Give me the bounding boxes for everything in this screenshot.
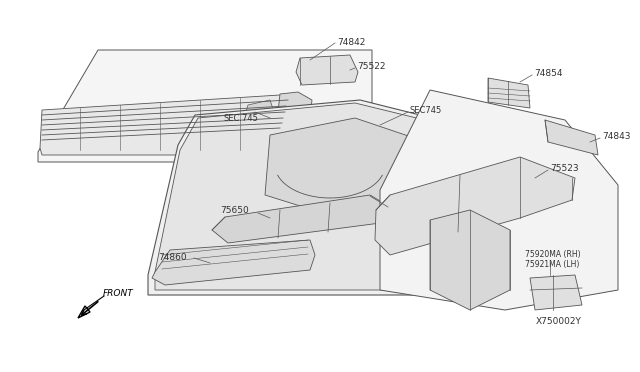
Polygon shape (38, 50, 372, 162)
Polygon shape (488, 78, 530, 108)
Polygon shape (40, 95, 295, 155)
Text: SEC.745: SEC.745 (224, 113, 259, 122)
Text: 74842: 74842 (337, 38, 365, 46)
Text: X750002Y: X750002Y (536, 317, 582, 327)
Text: 74854: 74854 (534, 68, 563, 77)
Text: 75522: 75522 (357, 61, 385, 71)
Polygon shape (152, 240, 315, 285)
Polygon shape (530, 275, 582, 310)
Text: 75650: 75650 (220, 205, 249, 215)
Polygon shape (212, 195, 390, 243)
Text: 75920MA (RH): 75920MA (RH) (525, 250, 580, 260)
Text: FRONT: FRONT (103, 289, 134, 298)
Polygon shape (278, 92, 312, 120)
Polygon shape (245, 100, 275, 120)
Polygon shape (148, 100, 520, 295)
Text: 75523: 75523 (550, 164, 579, 173)
Polygon shape (265, 118, 435, 220)
Polygon shape (430, 210, 510, 310)
Text: 75921MA (LH): 75921MA (LH) (525, 260, 579, 269)
Polygon shape (155, 103, 515, 290)
Polygon shape (296, 55, 358, 85)
Text: SEC745: SEC745 (410, 106, 442, 115)
Polygon shape (545, 120, 598, 155)
Polygon shape (380, 90, 618, 310)
Text: 74860: 74860 (158, 253, 187, 262)
Text: 74843: 74843 (602, 131, 630, 141)
Polygon shape (375, 157, 575, 255)
Polygon shape (78, 306, 90, 318)
